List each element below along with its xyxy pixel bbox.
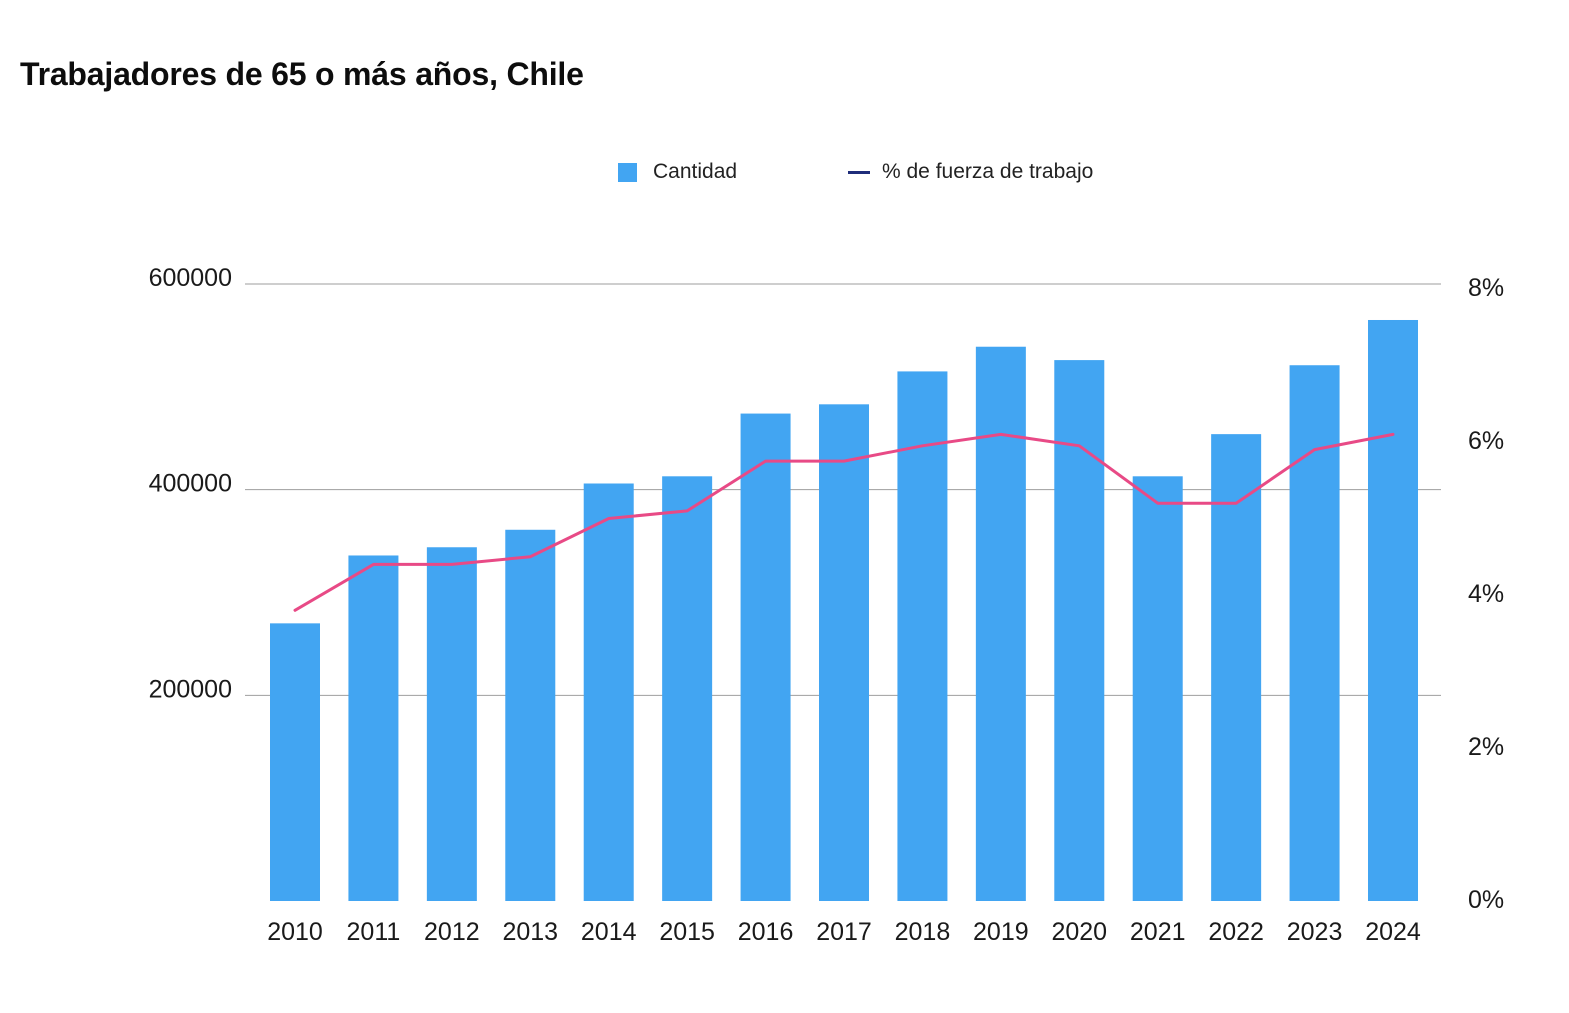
x-tick-label: 2014 <box>581 918 637 946</box>
y-left-tick-label: 400000 <box>149 470 232 498</box>
y-right-tick-label: 4% <box>1468 580 1504 608</box>
bar <box>740 413 791 901</box>
series-line <box>293 432 1395 612</box>
y-right-tick-label: 0% <box>1468 886 1504 914</box>
bar <box>505 529 556 901</box>
y-right-tick-label: 8% <box>1468 274 1504 302</box>
bar <box>1054 360 1105 901</box>
x-tick-label: 2020 <box>1051 918 1107 946</box>
bar <box>426 547 477 901</box>
y-left-tick-label: 600000 <box>149 264 232 292</box>
bar <box>662 476 713 901</box>
x-tick-label: 2011 <box>347 918 401 946</box>
x-tick-label: 2012 <box>424 918 480 946</box>
x-tick-label: 2021 <box>1130 918 1186 946</box>
bar <box>583 483 634 901</box>
bar <box>897 371 948 901</box>
x-tick-label: 2015 <box>659 918 715 946</box>
bar <box>819 404 869 901</box>
bar <box>270 623 320 901</box>
bar <box>1289 365 1340 901</box>
legend-entry-fuerza: % de fuerza de trabajo <box>848 160 1093 184</box>
legend-swatch-cantidad <box>618 162 637 182</box>
bar <box>1132 476 1183 901</box>
x-tick-label: 2019 <box>973 918 1029 946</box>
x-tick-label: 2017 <box>816 918 872 946</box>
legend: Cantidad % de fuerza de trabajo <box>0 160 1569 192</box>
x-tick-label: 2023 <box>1287 918 1343 946</box>
bar <box>1368 319 1418 901</box>
chart-title: Trabajadores de 65 o más años, Chile <box>20 56 584 92</box>
y-left-tick-label: 200000 <box>149 675 232 703</box>
legend-swatch-fuerza <box>848 170 870 174</box>
bar <box>348 555 399 901</box>
x-tick-label: 2010 <box>267 918 323 946</box>
x-tick-label: 2013 <box>502 918 558 946</box>
bar <box>975 346 1026 901</box>
y-right-tick-label: 6% <box>1468 427 1504 455</box>
x-tick-label: 2016 <box>738 918 794 946</box>
bar <box>1211 434 1262 901</box>
legend-label-cantidad: Cantidad <box>653 160 738 183</box>
y-right-tick-label: 2% <box>1468 733 1504 761</box>
x-tick-label: 2018 <box>895 918 951 946</box>
legend-label-fuerza: % de fuerza de trabajo <box>882 160 1094 183</box>
x-tick-label: 2022 <box>1208 918 1264 946</box>
x-tick-label: 2024 <box>1365 918 1421 946</box>
legend-entry-cantidad: Cantidad <box>618 160 737 184</box>
